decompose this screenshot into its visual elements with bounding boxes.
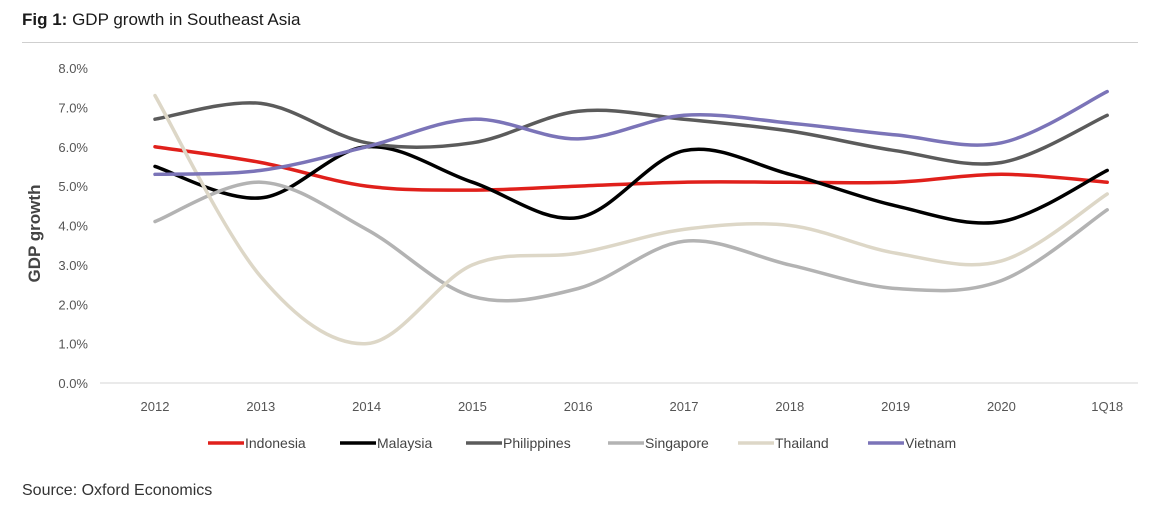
legend-label: Vietnam [905,435,956,451]
series-line-vietnam [153,89,1109,177]
x-tick-label: 2014 [352,399,381,414]
x-tick-label: 1Q18 [1091,399,1123,414]
legend-label: Indonesia [245,435,306,451]
y-axis-label: GDP growth [25,185,44,283]
y-tick-label: 2.0% [58,297,88,312]
y-tick-label: 6.0% [58,140,88,155]
y-axis: 0.0% 1.0% 2.0% 3.0% 4.0% 5.0% 6.0% 7.0% 8.0% [58,61,88,391]
legend-label: Philippines [503,435,571,451]
series-lines [153,89,1109,346]
y-tick-label: 0.0% [58,376,88,391]
series-line-thailand [153,93,1109,346]
figure-title-text: GDP growth in Southeast Asia [67,10,301,29]
y-tick-label: 8.0% [58,61,88,76]
series-line-singapore [153,180,1109,303]
x-tick-label: 2018 [775,399,804,414]
legend-label: Thailand [775,435,829,451]
series-line-philippines [153,101,1109,166]
line-chart: 0.0% 1.0% 2.0% 3.0% 4.0% 5.0% 6.0% 7.0% 8.0% 201… [25,61,1138,451]
x-tick-label: 2013 [246,399,275,414]
x-axis: 2012 2013 2014 2015 2016 2017 2018 2019 2020 1Q18 [100,382,1138,414]
y-tick-label: 3.0% [58,258,88,273]
title-divider [22,42,1138,43]
y-tick-label: 4.0% [58,219,88,234]
x-tick-label: 2015 [458,399,487,414]
legend: Indonesia Malaysia Philippines Singapore Tha… [208,435,956,451]
x-tick-label: 2016 [564,399,593,414]
x-tick-label: 2012 [141,399,170,414]
y-tick-label: 7.0% [58,100,88,115]
source-note: Source: Oxford Economics [22,482,213,499]
x-tick-label: 2019 [881,399,910,414]
x-tick-label: 2017 [670,399,699,414]
legend-label: Singapore [645,435,709,451]
y-tick-label: 1.0% [58,337,88,352]
y-tick-label: 5.0% [58,179,88,194]
x-tick-label: 2020 [987,399,1016,414]
series-line-malaysia [153,144,1109,225]
chart-title: Fig 1: GDP growth in Southeast Asia [22,10,300,30]
legend-label: Malaysia [377,435,432,451]
figure-number: Fig 1: [22,10,68,29]
